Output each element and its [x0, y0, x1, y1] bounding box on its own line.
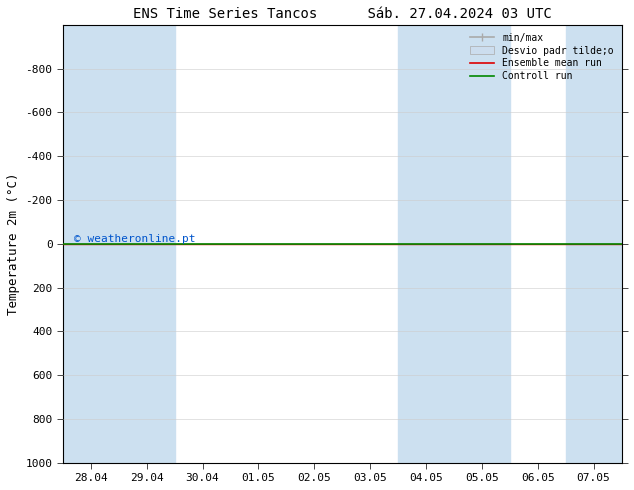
Bar	[119, 25, 174, 463]
Bar	[398, 25, 454, 463]
Title: ENS Time Series Tancos      Sáb. 27.04.2024 03 UTC: ENS Time Series Tancos Sáb. 27.04.2024 0…	[133, 7, 552, 21]
Bar	[566, 25, 621, 463]
Text: © weatheronline.pt: © weatheronline.pt	[74, 234, 195, 244]
Bar	[63, 25, 119, 463]
Y-axis label: Temperature 2m (°C): Temperature 2m (°C)	[7, 172, 20, 315]
Legend: min/max, Desvio padr tilde;o, Ensemble mean run, Controll run: min/max, Desvio padr tilde;o, Ensemble m…	[467, 30, 617, 84]
Bar	[454, 25, 510, 463]
